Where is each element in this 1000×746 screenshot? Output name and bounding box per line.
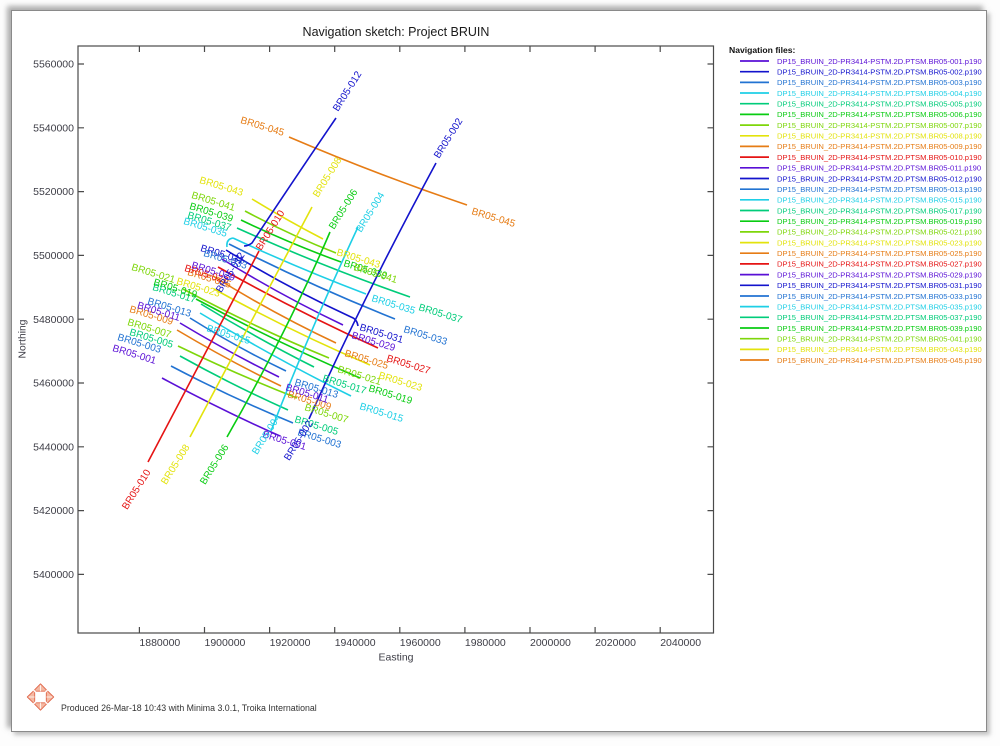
svg-text:BR05-004: BR05-004 (354, 190, 387, 234)
svg-text:BR05-006: BR05-006 (198, 442, 231, 486)
svg-text:DP15_BRUIN_2D-PR3414-PSTM.2D.P: DP15_BRUIN_2D-PR3414-PSTM.2D.PTSM.BR05-0… (777, 206, 982, 215)
svg-text:2000000: 2000000 (530, 637, 571, 649)
svg-text:DP15_BRUIN_2D-PR3414-PSTM.2D.P: DP15_BRUIN_2D-PR3414-PSTM.2D.PTSM.BR05-0… (777, 153, 982, 162)
svg-text:BR05-012: BR05-012 (331, 69, 364, 113)
svg-text:BR05-045: BR05-045 (470, 206, 517, 230)
svg-text:5440000: 5440000 (33, 441, 74, 453)
svg-text:BR05-045: BR05-045 (239, 115, 286, 139)
svg-text:DP15_BRUIN_2D-PR3414-PSTM.2D.P: DP15_BRUIN_2D-PR3414-PSTM.2D.PTSM.BR05-0… (777, 313, 982, 322)
svg-text:1920000: 1920000 (270, 637, 311, 649)
svg-text:DP15_BRUIN_2D-PR3414-PSTM.2D.P: DP15_BRUIN_2D-PR3414-PSTM.2D.PTSM.BR05-0… (777, 142, 982, 151)
svg-text:2020000: 2020000 (595, 637, 636, 649)
svg-text:1960000: 1960000 (400, 637, 441, 649)
svg-text:DP15_BRUIN_2D-PR3414-PSTM.2D.P: DP15_BRUIN_2D-PR3414-PSTM.2D.PTSM.BR05-0… (777, 270, 982, 279)
svg-text:DP15_BRUIN_2D-PR3414-PSTM.2D.P: DP15_BRUIN_2D-PR3414-PSTM.2D.PTSM.BR05-0… (777, 345, 982, 354)
svg-text:DP15_BRUIN_2D-PR3414-PSTM.2D.P: DP15_BRUIN_2D-PR3414-PSTM.2D.PTSM.BR05-0… (777, 121, 982, 130)
svg-text:5400000: 5400000 (33, 569, 74, 581)
svg-text:1900000: 1900000 (205, 637, 246, 649)
svg-text:5420000: 5420000 (33, 505, 74, 517)
svg-text:DP15_BRUIN_2D-PR3414-PSTM.2D.P: DP15_BRUIN_2D-PR3414-PSTM.2D.PTSM.BR05-0… (777, 292, 982, 301)
svg-text:5500000: 5500000 (33, 250, 74, 262)
svg-text:BR05-015: BR05-015 (205, 323, 252, 347)
svg-text:DP15_BRUIN_2D-PR3414-PSTM.2D.P: DP15_BRUIN_2D-PR3414-PSTM.2D.PTSM.BR05-0… (777, 164, 981, 173)
svg-text:DP15_BRUIN_2D-PR3414-PSTM.2D.P: DP15_BRUIN_2D-PR3414-PSTM.2D.PTSM.BR05-0… (777, 249, 982, 258)
svg-text:5520000: 5520000 (33, 186, 74, 198)
svg-text:DP15_BRUIN_2D-PR3414-PSTM.2D.P: DP15_BRUIN_2D-PR3414-PSTM.2D.PTSM.BR05-0… (777, 132, 982, 141)
svg-text:Navigation sketch: Project BRU: Navigation sketch: Project BRUIN (303, 25, 490, 39)
svg-text:BR05-033: BR05-033 (402, 324, 449, 348)
svg-text:DP15_BRUIN_2D-PR3414-PSTM.2D.P: DP15_BRUIN_2D-PR3414-PSTM.2D.PTSM.BR05-0… (777, 100, 982, 109)
svg-text:DP15_BRUIN_2D-PR3414-PSTM.2D.P: DP15_BRUIN_2D-PR3414-PSTM.2D.PTSM.BR05-0… (777, 217, 982, 226)
svg-text:BR05-002: BR05-002 (432, 116, 465, 160)
svg-text:5460000: 5460000 (33, 378, 74, 390)
svg-text:BR05-008: BR05-008 (159, 442, 192, 486)
svg-text:DP15_BRUIN_2D-PR3414-PSTM.2D.P: DP15_BRUIN_2D-PR3414-PSTM.2D.PTSM.BR05-0… (777, 260, 982, 269)
svg-text:DP15_BRUIN_2D-PR3414-PSTM.2D.P: DP15_BRUIN_2D-PR3414-PSTM.2D.PTSM.BR05-0… (777, 196, 982, 205)
svg-text:DP15_BRUIN_2D-PR3414-PSTM.2D.P: DP15_BRUIN_2D-PR3414-PSTM.2D.PTSM.BR05-0… (777, 89, 982, 98)
svg-text:DP15_BRUIN_2D-PR3414-PSTM.2D.P: DP15_BRUIN_2D-PR3414-PSTM.2D.PTSM.BR05-0… (777, 228, 982, 237)
svg-text:DP15_BRUIN_2D-PR3414-PSTM.2D.P: DP15_BRUIN_2D-PR3414-PSTM.2D.PTSM.BR05-0… (777, 110, 982, 119)
svg-text:DP15_BRUIN_2D-PR3414-PSTM.2D.P: DP15_BRUIN_2D-PR3414-PSTM.2D.PTSM.BR05-0… (777, 356, 982, 365)
svg-text:BR05-010: BR05-010 (120, 467, 153, 511)
svg-text:1980000: 1980000 (465, 637, 506, 649)
svg-text:DP15_BRUIN_2D-PR3414-PSTM.2D.P: DP15_BRUIN_2D-PR3414-PSTM.2D.PTSM.BR05-0… (777, 174, 982, 183)
svg-text:Easting: Easting (378, 652, 413, 664)
svg-text:Navigation files:: Navigation files: (729, 45, 796, 55)
svg-text:DP15_BRUIN_2D-PR3414-PSTM.2D.P: DP15_BRUIN_2D-PR3414-PSTM.2D.PTSM.BR05-0… (777, 238, 982, 247)
svg-text:Produced 26-Mar-18 10:43 with: Produced 26-Mar-18 10:43 with Minima 3.0… (61, 703, 317, 713)
svg-text:BR05-037: BR05-037 (417, 302, 464, 326)
svg-text:Northing: Northing (18, 319, 29, 358)
svg-text:DP15_BRUIN_2D-PR3414-PSTM.2D.P: DP15_BRUIN_2D-PR3414-PSTM.2D.PTSM.BR05-0… (777, 185, 982, 194)
svg-text:BR05-015: BR05-015 (358, 401, 405, 425)
svg-text:DP15_BRUIN_2D-PR3414-PSTM.2D.P: DP15_BRUIN_2D-PR3414-PSTM.2D.PTSM.BR05-0… (777, 324, 982, 333)
svg-text:1940000: 1940000 (335, 637, 376, 649)
svg-text:DP15_BRUIN_2D-PR3414-PSTM.2D.P: DP15_BRUIN_2D-PR3414-PSTM.2D.PTSM.BR05-0… (777, 302, 982, 311)
svg-text:DP15_BRUIN_2D-PR3414-PSTM.2D.P: DP15_BRUIN_2D-PR3414-PSTM.2D.PTSM.BR05-0… (777, 335, 982, 344)
svg-text:5540000: 5540000 (33, 122, 74, 134)
svg-text:DP15_BRUIN_2D-PR3414-PSTM.2D.P: DP15_BRUIN_2D-PR3414-PSTM.2D.PTSM.BR05-0… (777, 281, 982, 290)
svg-text:DP15_BRUIN_2D-PR3414-PSTM.2D.P: DP15_BRUIN_2D-PR3414-PSTM.2D.PTSM.BR05-0… (777, 68, 982, 77)
svg-text:DP15_BRUIN_2D-PR3414-PSTM.2D.P: DP15_BRUIN_2D-PR3414-PSTM.2D.PTSM.BR05-0… (777, 57, 982, 66)
svg-text:5480000: 5480000 (33, 314, 74, 326)
svg-text:1880000: 1880000 (139, 637, 180, 649)
svg-text:DP15_BRUIN_2D-PR3414-PSTM.2D.P: DP15_BRUIN_2D-PR3414-PSTM.2D.PTSM.BR05-0… (777, 78, 982, 87)
svg-text:BR05-008: BR05-008 (311, 155, 344, 199)
svg-text:2040000: 2040000 (660, 637, 701, 649)
svg-text:5560000: 5560000 (33, 59, 74, 71)
